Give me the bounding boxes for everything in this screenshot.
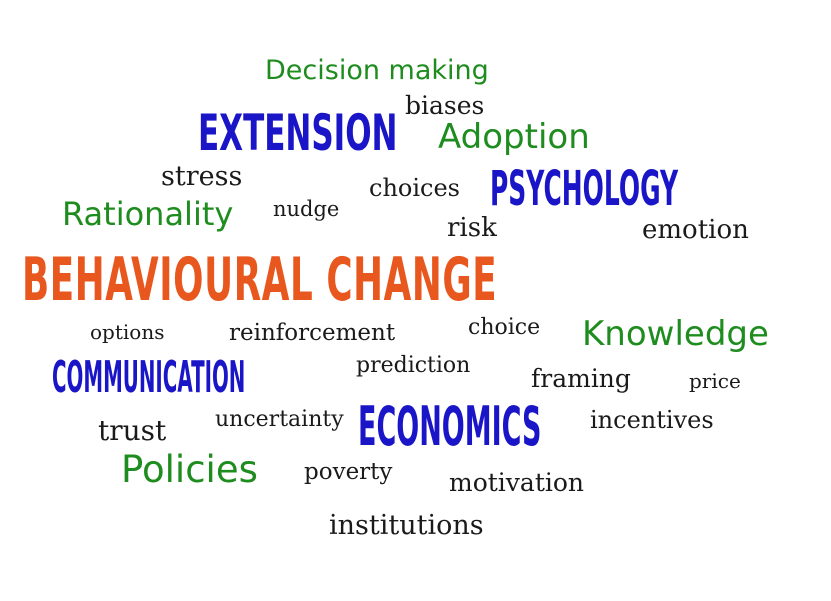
word-risk: risk (447, 213, 497, 243)
word-stress: stress (161, 161, 243, 192)
word-reinforcement: reinforcement (229, 320, 396, 346)
word-economics: ECONOMICS (358, 395, 542, 458)
word-motivation: motivation (449, 468, 585, 497)
word-behavioural-change: BEHAVIOURAL CHANGE (22, 245, 498, 315)
word-psychology: PSYCHOLOGY (490, 161, 679, 217)
word-rationality: Rationality (62, 195, 234, 233)
word-nudge: nudge (273, 197, 340, 221)
word-communication: COMMUNICATION (52, 352, 246, 403)
word-policies: Policies (121, 448, 258, 491)
word-framing: framing (531, 364, 631, 393)
word-choice: choice (468, 315, 541, 340)
word-price: price (689, 369, 741, 393)
word-knowledge: Knowledge (582, 314, 769, 354)
word-emotion: emotion (642, 215, 749, 245)
word-institutions: institutions (329, 510, 484, 541)
word-choices: choices (369, 174, 460, 202)
word-adoption: Adoption (438, 117, 590, 157)
word-extension: EXTENSION (198, 104, 398, 162)
word-poverty: poverty (304, 459, 393, 485)
word-biases: biases (405, 91, 485, 120)
word-trust: trust (98, 414, 167, 447)
word-incentives: incentives (590, 406, 714, 434)
word-prediction: prediction (356, 353, 471, 378)
word-uncertainty: uncertainty (215, 407, 344, 432)
word-decision-making: Decision making (265, 55, 489, 86)
word-options: options (90, 320, 165, 344)
